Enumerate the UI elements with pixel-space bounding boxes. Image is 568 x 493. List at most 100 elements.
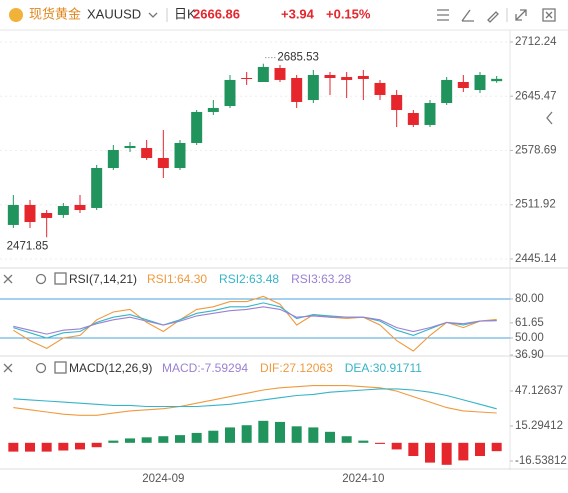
candle-body [157, 158, 169, 169]
symbol-icon [9, 8, 23, 22]
candle-body [474, 75, 486, 91]
histogram-bar [8, 442, 19, 452]
y-tick-label: 47.12637 [515, 385, 563, 397]
candle-body [457, 81, 469, 88]
candle-body [74, 204, 86, 211]
histogram-bar [25, 442, 35, 452]
histogram-bar [108, 440, 119, 443]
histogram-bar [208, 430, 219, 443]
histogram-bar [225, 427, 235, 443]
histogram-bar [391, 442, 402, 450]
histogram-bar [158, 436, 169, 443]
histogram-bar [58, 442, 69, 451]
y-tick-label: 36.90 [515, 349, 544, 361]
legend-entry: DEA:30.91711 [345, 361, 422, 375]
candle-body [374, 82, 386, 95]
series-line [13, 388, 497, 410]
macd-close[interactable] [3, 363, 13, 373]
histogram-bar [41, 442, 52, 452]
candle-body [41, 213, 53, 218]
candle-body [107, 149, 119, 169]
indicator-icon[interactable] [437, 9, 449, 21]
histogram-bar [258, 420, 269, 443]
candle-body [424, 103, 436, 125]
candle-body [357, 75, 369, 79]
collapse-arrow[interactable] [546, 111, 553, 125]
change: +3.94 [281, 6, 315, 21]
candle-body [491, 78, 503, 82]
histogram-bar [75, 442, 85, 450]
low-marker: 2471.85 [7, 240, 49, 252]
histogram-bar [441, 442, 452, 465]
macd-settings[interactable] [35, 362, 47, 374]
candle-body [307, 75, 319, 101]
candle-body [141, 148, 153, 159]
candle-body [241, 78, 253, 80]
x-tick-label: 2024-09 [142, 473, 184, 485]
candle-body [174, 142, 186, 169]
legend-entry: RSI3:63.28 [291, 272, 351, 286]
rsi-settings[interactable] [35, 273, 47, 285]
rsi-close[interactable] [3, 274, 13, 284]
draw-icon[interactable] [461, 9, 474, 22]
period[interactable]: 日K [174, 6, 196, 21]
candle-body [207, 107, 219, 112]
histogram-bar [458, 442, 469, 461]
legend-entry: MACD:-7.59294 [162, 361, 248, 375]
series-line [13, 385, 497, 416]
instrument-name[interactable]: 现货黄金 [29, 6, 81, 21]
y-tick-label: 15.29412 [515, 420, 563, 432]
y-tick-label: 2645.47 [515, 90, 557, 102]
candle-body [257, 66, 269, 82]
histogram-bar [358, 440, 369, 443]
symbol[interactable]: XAUUSD [87, 6, 141, 21]
histogram-bar [291, 426, 302, 443]
legend-entry: RSI2:63.48 [219, 272, 279, 286]
dropdown-arrow[interactable] [148, 12, 158, 18]
histogram-bar [375, 442, 385, 444]
histogram-bar [141, 437, 152, 443]
macd-title: MACD(12,26,9) [69, 361, 152, 375]
histogram-bar [425, 442, 435, 463]
histogram-bar [91, 442, 102, 448]
candle-body [191, 111, 203, 143]
y-tick-label: 2712.24 [515, 36, 557, 48]
price: 2666.86 [193, 6, 240, 21]
candle-body [391, 94, 403, 111]
histogram-bar [325, 431, 335, 443]
candle-body [91, 168, 103, 208]
close-icon[interactable] [542, 8, 556, 22]
histogram-bar [175, 435, 185, 443]
y-tick-label: 2578.69 [515, 145, 557, 157]
histogram-bar [341, 436, 352, 443]
macd-select[interactable] [54, 361, 67, 374]
legend-entry: DIF:27.12063 [260, 361, 333, 375]
candle-body [224, 79, 236, 107]
y-tick-label: -16.53812 [515, 455, 567, 467]
y-tick-label: 2445.14 [515, 253, 557, 265]
histogram-bar [125, 438, 135, 443]
y-tick-label: 80.00 [515, 293, 544, 305]
change-percent: +0.15% [326, 6, 371, 21]
candle-body [441, 79, 453, 104]
candle-body [24, 204, 36, 223]
x-tick-label: 2024-10 [342, 473, 384, 485]
candle-body [291, 78, 303, 102]
rsi-select[interactable] [54, 272, 67, 285]
series-line [13, 295, 497, 352]
y-tick-label: 50.00 [515, 332, 544, 344]
high-marker: 2685.53 [277, 52, 319, 64]
series-line [13, 302, 497, 339]
histogram-bar [191, 432, 202, 443]
series-line [13, 306, 497, 335]
histogram-bar [475, 442, 485, 457]
toolbar-icons[interactable] [437, 8, 556, 23]
expand-icon[interactable] [515, 9, 527, 21]
candle-body [124, 145, 136, 149]
y-tick-label: 2511.92 [515, 199, 556, 211]
histogram-bar [308, 427, 319, 443]
pen-icon[interactable] [487, 11, 499, 23]
candle-body [7, 204, 19, 225]
